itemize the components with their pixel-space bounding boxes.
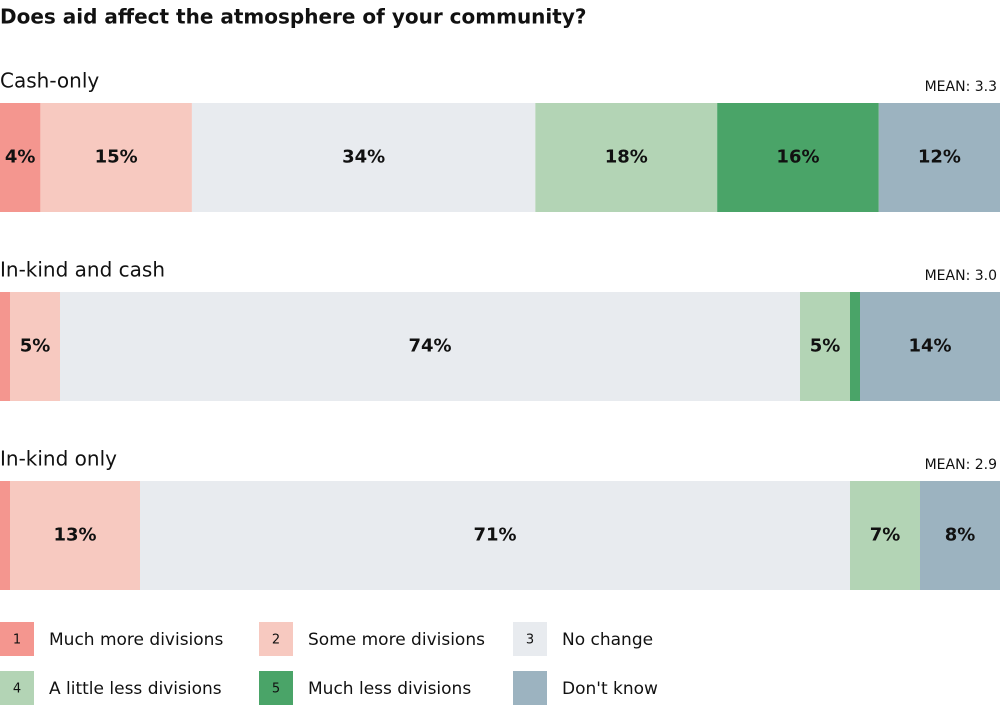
value-label: 5%: [810, 336, 841, 357]
legend-label: No change: [562, 630, 653, 650]
legend-label: Some more divisions: [308, 630, 485, 650]
bar-segment: [850, 292, 860, 401]
legend-swatch: [513, 671, 547, 705]
legend-swatch: [259, 671, 293, 705]
value-label: 13%: [53, 525, 96, 546]
legend-code: 1: [13, 633, 21, 648]
legend-code: 2: [272, 633, 280, 648]
value-label: 5%: [20, 336, 51, 357]
value-label: 4%: [5, 147, 36, 168]
bar-segment: [800, 292, 850, 401]
chart-title: Does aid affect the atmosphere of your c…: [0, 5, 586, 29]
value-label: 34%: [342, 147, 385, 168]
category-label: In-kind only: [0, 447, 117, 471]
legend-code: 3: [526, 633, 534, 648]
bar-segment: [0, 103, 41, 212]
legend-code: 5: [272, 682, 280, 697]
category-label: In-kind and cash: [0, 258, 165, 282]
value-label: 74%: [408, 336, 451, 357]
value-label: 18%: [605, 147, 648, 168]
bar-segment: [717, 103, 879, 212]
value-label: 15%: [95, 147, 138, 168]
value-label: 12%: [918, 147, 961, 168]
bar-segment: [140, 481, 850, 590]
bar-segment: [10, 481, 140, 590]
value-label: 16%: [776, 147, 819, 168]
legend-swatch: [513, 622, 547, 656]
mean-label: MEAN: 2.9: [925, 457, 997, 473]
bar-segment: [920, 481, 1000, 590]
value-label: 14%: [908, 336, 951, 357]
category-label: Cash-only: [0, 69, 99, 93]
legend-label: Don't know: [562, 679, 658, 699]
bar-segment: [60, 292, 800, 401]
legend-swatch: [0, 671, 34, 705]
mean-label: MEAN: 3.3: [925, 79, 997, 95]
bar-segment: [878, 103, 1000, 212]
value-label: 7%: [870, 525, 901, 546]
bar-segment: [0, 481, 10, 590]
bar-segment: [860, 292, 1000, 401]
bar-segment: [191, 103, 536, 212]
bar-segment: [0, 292, 10, 401]
bar-segment: [10, 292, 60, 401]
bar-segment: [850, 481, 920, 590]
mean-label: MEAN: 3.0: [925, 268, 997, 284]
legend-label: Much more divisions: [49, 630, 223, 650]
legend-label: A little less divisions: [49, 679, 222, 699]
value-label: 71%: [473, 525, 516, 546]
legend-swatch: [259, 622, 293, 656]
bar-segment: [535, 103, 718, 212]
legend-swatch: [0, 622, 34, 656]
value-label: 8%: [945, 525, 976, 546]
bar-segment: [40, 103, 192, 212]
legend-label: Much less divisions: [308, 679, 471, 699]
legend-code: 4: [13, 682, 21, 697]
